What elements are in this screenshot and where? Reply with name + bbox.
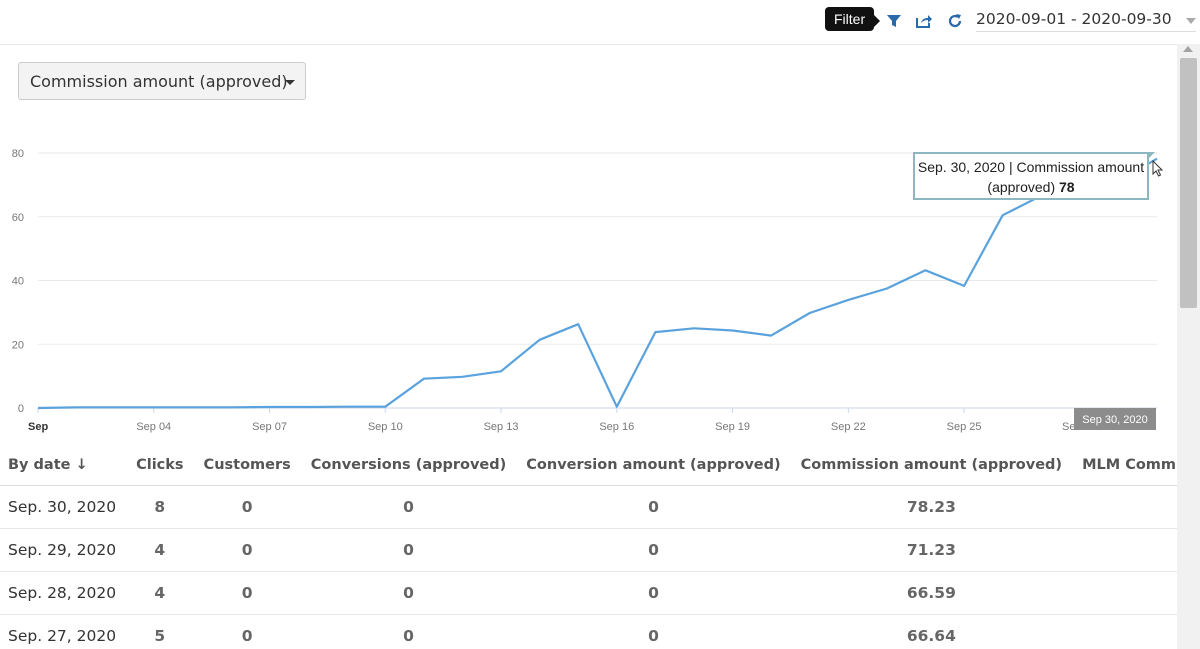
x-tick-label: Sep 07	[252, 421, 287, 433]
cell-clicks: 8	[126, 485, 194, 529]
chart-tooltip: Sep. 30, 2020 | Commission amount (appro…	[913, 152, 1155, 200]
chart-tooltip-value: 78	[1059, 179, 1075, 195]
cell-customers: 0	[193, 485, 301, 529]
x-tick-label-partial: Se	[1062, 421, 1075, 433]
cell-date: Sep. 29, 2020	[0, 528, 127, 572]
x-tick-label: Sep 16	[599, 421, 634, 433]
metric-dropdown[interactable]: Commission amount (approved)	[18, 62, 306, 100]
cell-conversion-amount: 0	[516, 485, 791, 529]
cell-conversions: 0	[300, 528, 517, 572]
cell-conversions: 0	[300, 571, 517, 615]
date-range-picker[interactable]: 2020-09-01 - 2020-09-30	[976, 10, 1196, 32]
table-header-row: By date ↓ Clicks Customers Conversions (…	[0, 445, 1177, 486]
cell-customers: 0	[193, 571, 301, 615]
table-row: Sep. 27, 2020 5 0 0 0 66.64 0	[0, 614, 1177, 649]
date-range-value: 2020-09-01 - 2020-09-30	[976, 10, 1172, 28]
column-header-clicks[interactable]: Clicks	[126, 445, 194, 486]
cell-conversion-amount: 0	[516, 614, 791, 649]
x-tick-label: Sep	[28, 421, 48, 433]
cell-date: Sep. 27, 2020	[0, 614, 127, 649]
hover-date-box	[1074, 408, 1156, 430]
x-tick-label: Sep 04	[136, 421, 171, 433]
y-tick-label: 40	[12, 276, 24, 288]
column-header-customers[interactable]: Customers	[193, 445, 301, 486]
cell-commission-amount: 71.23	[790, 528, 1073, 572]
metric-dropdown-value: Commission amount (approved)	[30, 72, 288, 91]
stats-table: By date ↓ Clicks Customers Conversions (…	[0, 445, 1177, 649]
column-header-conversions[interactable]: Conversions (approved)	[300, 445, 517, 486]
cell-clicks: 4	[126, 571, 194, 615]
chevron-down-icon	[1185, 18, 1196, 24]
cell-commission-amount: 66.64	[790, 614, 1073, 649]
cell-customers: 0	[193, 528, 301, 572]
table-row: Sep. 28, 2020 4 0 0 0 66.59 0	[0, 571, 1177, 615]
y-tick-label: 20	[12, 339, 24, 351]
cell-date: Sep. 30, 2020	[0, 485, 127, 529]
vertical-scrollbar[interactable]	[1177, 44, 1200, 649]
top-toolbar: Filter 2020-09-01 - 2020-09-30	[0, 0, 1200, 45]
cell-conversions: 0	[300, 485, 517, 529]
cell-commission-amount: 66.59	[790, 571, 1073, 615]
cell-conversion-amount: 0	[516, 571, 791, 615]
column-header-commission-amount[interactable]: Commission amount (approved)	[790, 445, 1073, 486]
refresh-icon[interactable]	[945, 11, 965, 31]
filter-tooltip: Filter	[825, 7, 881, 31]
stats-table-container: By date ↓ Clicks Customers Conversions (…	[0, 445, 1177, 649]
cell-date: Sep. 28, 2020	[0, 571, 127, 615]
cell-conversions: 0	[300, 614, 517, 649]
table-row: Sep. 30, 2020 8 0 0 0 78.23 0	[0, 485, 1177, 529]
x-tick-label: Sep 22	[831, 421, 866, 433]
cell-mlm-commission: 0	[1072, 528, 1177, 572]
cell-mlm-commission: 0	[1072, 485, 1177, 529]
x-tick-label: Sep 10	[368, 421, 403, 433]
cell-commission-amount: 78.23	[790, 485, 1073, 529]
y-tick-label: 60	[12, 212, 24, 224]
cell-conversion-amount: 0	[516, 528, 791, 572]
chart-tooltip-text: Sep. 30, 2020 | Commission amount (appro…	[917, 159, 1145, 195]
cell-clicks: 5	[126, 614, 194, 649]
x-tick-label: Sep 19	[715, 421, 750, 433]
mouse-cursor-icon	[1152, 160, 1164, 177]
scrollbar-thumb[interactable]	[1180, 58, 1197, 308]
x-tick-label: Sep 25	[947, 421, 982, 433]
y-tick-label: 80	[12, 148, 24, 160]
y-tick-label: 0	[18, 403, 24, 415]
scroll-up-arrow-icon[interactable]	[1183, 46, 1193, 52]
cell-mlm-commission: 0	[1072, 571, 1177, 615]
cell-clicks: 4	[126, 528, 194, 572]
table-row: Sep. 29, 2020 4 0 0 0 71.23 0	[0, 528, 1177, 572]
export-icon[interactable]	[914, 11, 934, 31]
column-header-date[interactable]: By date ↓	[0, 445, 127, 486]
filter-icon[interactable]	[884, 11, 904, 31]
series-line	[37, 157, 1158, 410]
column-header-conversion-amount[interactable]: Conversion amount (approved)	[516, 445, 791, 486]
caret-down-icon	[285, 80, 295, 85]
cell-customers: 0	[193, 614, 301, 649]
cell-mlm-commission: 0	[1072, 614, 1177, 649]
hover-date-label: Sep 30, 2020	[1082, 414, 1147, 426]
column-header-mlm-commission[interactable]: MLM Commission amount (appr	[1072, 445, 1177, 486]
x-tick-label: Sep 13	[484, 421, 519, 433]
